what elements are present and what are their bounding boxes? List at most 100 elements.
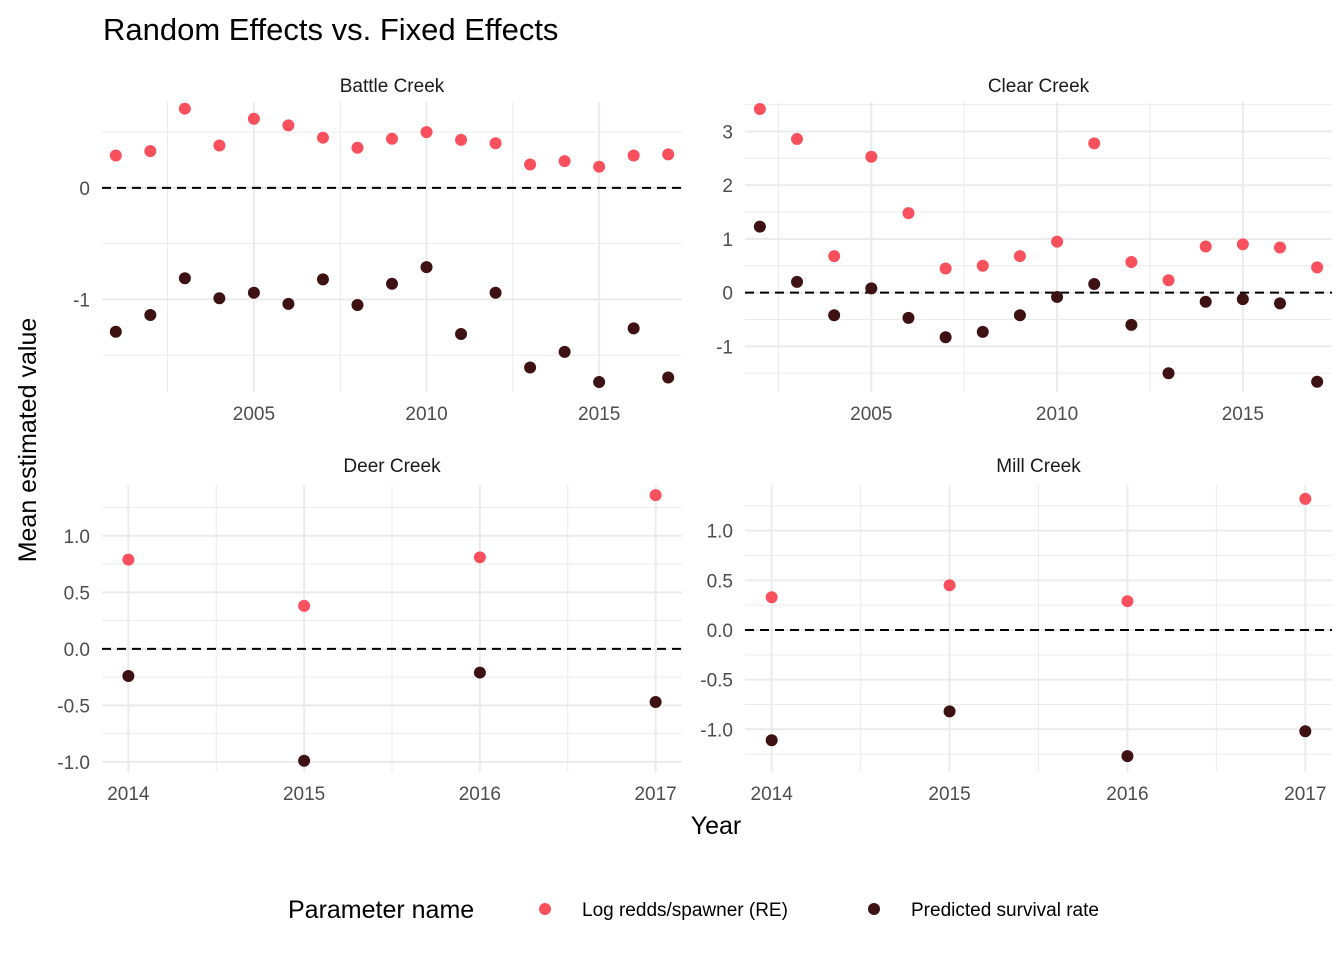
data-point	[1121, 750, 1134, 763]
panel-clear-creek: Clear Creek 2005 2010 2015 3 2 1 0 -1	[716, 76, 1332, 425]
x-tick-label: 2015	[283, 784, 325, 805]
data-point	[473, 666, 486, 679]
y-tick-label: 2	[722, 176, 733, 197]
data-point	[939, 262, 952, 275]
data-point	[1236, 293, 1249, 306]
data-point	[420, 261, 433, 274]
data-point	[213, 292, 226, 305]
data-point	[489, 137, 502, 150]
y-tick-label: 0.0	[64, 640, 90, 661]
data-point	[144, 309, 157, 322]
data-point	[753, 220, 766, 233]
data-point	[1273, 297, 1286, 310]
data-point	[386, 277, 398, 290]
data-point	[1013, 309, 1026, 322]
series-log-redds-spawner-re	[109, 102, 675, 173]
x-tick-label: 2016	[459, 784, 501, 805]
y-tick-label: -0.5	[700, 671, 733, 692]
y-tick-label: 0	[79, 179, 90, 200]
data-point	[351, 299, 364, 311]
legend-key-survival	[868, 903, 880, 915]
data-point	[593, 375, 606, 388]
data-point	[282, 119, 295, 132]
y-tick-label: 1.0	[707, 522, 733, 543]
x-tick-label: 2016	[1106, 784, 1148, 805]
data-point	[558, 345, 571, 358]
data-point	[662, 148, 675, 161]
data-point	[627, 149, 640, 162]
y-tick-label: 1	[722, 230, 733, 251]
data-point	[902, 207, 915, 220]
data-point	[1299, 725, 1312, 738]
data-point	[455, 133, 468, 146]
y-tick-label: -0.5	[57, 696, 90, 717]
panel-battle-creek: Battle Creek 2005 2010 2015 0 -1	[73, 76, 682, 425]
data-point	[1013, 250, 1026, 263]
series-predicted-survival-rate	[109, 261, 675, 388]
data-point	[122, 669, 135, 682]
data-point	[765, 591, 778, 604]
data-point	[865, 282, 878, 295]
legend: Parameter name Log redds/spawner (RE) Pr…	[288, 896, 1099, 924]
y-axis-title: Mean estimated value	[14, 318, 42, 563]
y-tick-label: 0.0	[707, 621, 733, 642]
data-point	[1162, 367, 1175, 380]
x-tick-label: 2014	[107, 784, 150, 805]
y-tick-label: -1.0	[57, 753, 90, 774]
panel-strip-label: Mill Creek	[996, 456, 1081, 477]
data-point	[649, 489, 662, 502]
data-point	[282, 297, 295, 310]
data-point	[765, 734, 778, 747]
data-point	[1236, 238, 1249, 251]
data-point	[473, 551, 486, 564]
data-point	[298, 754, 311, 767]
x-tick-label: 2017	[1284, 784, 1326, 805]
y-tick-label: 0.5	[707, 571, 733, 592]
x-axis-title: Year	[691, 812, 742, 840]
legend-key-log-redds	[539, 903, 551, 915]
data-point	[593, 160, 606, 173]
x-tick-label: 2010	[405, 404, 447, 425]
x-tick-label: 2010	[1036, 404, 1078, 425]
panel-strip-label: Clear Creek	[988, 76, 1090, 97]
data-point	[122, 553, 135, 566]
data-point	[1088, 137, 1101, 150]
data-point	[1311, 375, 1324, 388]
data-point	[753, 102, 766, 115]
data-point	[1273, 241, 1286, 254]
data-point	[1121, 595, 1134, 608]
data-point	[316, 131, 329, 144]
x-tick-label: 2014	[751, 784, 794, 805]
data-point	[1299, 492, 1312, 505]
legend-label-survival: Predicted survival rate	[911, 900, 1099, 921]
data-point	[976, 325, 989, 338]
data-point	[489, 286, 502, 299]
legend-title: Parameter name	[288, 896, 474, 924]
data-point	[247, 286, 260, 299]
data-point	[939, 331, 952, 344]
series-predicted-survival-rate	[753, 220, 1324, 388]
data-point	[1199, 240, 1212, 253]
x-tick-label: 2005	[233, 404, 275, 425]
data-point	[524, 158, 537, 171]
panel-strip-label: Deer Creek	[343, 456, 441, 477]
x-tick-label: 2017	[634, 784, 676, 805]
y-tick-label: -1	[716, 337, 733, 358]
data-point	[109, 149, 122, 162]
y-tick-label: 1.0	[64, 527, 90, 548]
data-point	[828, 250, 841, 263]
data-point	[1162, 274, 1175, 287]
y-tick-label: -1	[73, 290, 90, 311]
series-predicted-survival-rate	[122, 666, 662, 767]
data-point	[1311, 261, 1324, 274]
data-point	[627, 322, 640, 335]
data-point	[865, 150, 878, 163]
panel-deer-creek: Deer Creek 2014 2015 2016 2017 1.0 0.5 0.0 -0.5 -…	[57, 456, 682, 805]
data-point	[144, 145, 157, 158]
series-log-redds-spawner-re	[765, 492, 1312, 608]
data-point	[455, 328, 468, 340]
data-point	[298, 599, 311, 612]
data-point	[1125, 318, 1138, 331]
